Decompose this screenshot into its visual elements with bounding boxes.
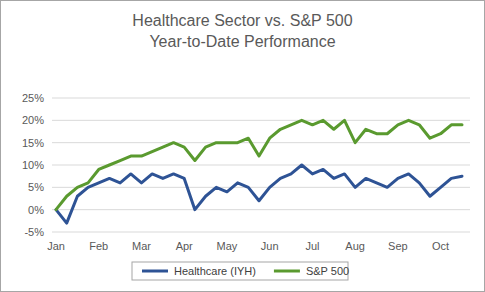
y-tick-label: -5% [24,226,44,238]
y-tick-label: 15% [22,137,44,149]
legend-swatch [142,270,168,273]
x-tick-label: Jan [47,240,65,252]
grid-line [52,209,470,210]
grid-line [52,165,470,166]
x-tick-label: Oct [432,240,449,252]
x-tick-label: Sep [388,240,408,252]
chart-container: Healthcare Sector vs. S&P 500 Year-to-Dat… [0,0,485,292]
series-line [56,120,462,209]
chart: Healthcare Sector vs. S&P 500 Year-to-Dat… [0,0,485,292]
y-tick-label: 20% [22,114,44,126]
x-tick-label: Mar [132,240,151,252]
x-tick-label: Jun [261,240,279,252]
x-tick-label: Apr [176,240,193,252]
chart-frame [1,1,485,292]
grid-line [52,142,470,143]
y-tick-label: 25% [22,92,44,104]
x-tick-label: Aug [345,240,365,252]
legend-swatch [274,270,300,273]
y-tick-label: 10% [22,159,44,171]
plot-area [56,120,462,223]
grid-line [52,98,470,99]
chart-title: Year-to-Date Performance [149,33,335,50]
x-tick-label: May [217,240,238,252]
series-line [56,165,462,223]
legend-label: S&P 500 [306,265,349,277]
y-tick-label: 5% [28,181,44,193]
grid-line [52,232,470,233]
x-tick-label: Feb [89,240,108,252]
legend-label: Healthcare (IYH) [174,265,256,277]
chart-title: Healthcare Sector vs. S&P 500 [132,12,352,29]
legend: Healthcare (IYH) S&P 500 [132,262,349,280]
grid-line [52,187,470,188]
y-tick-label: 0% [28,204,44,216]
x-tick-label: Jul [305,240,319,252]
